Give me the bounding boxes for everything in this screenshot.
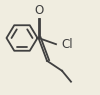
Text: Cl: Cl [62,38,73,51]
Text: O: O [35,4,44,17]
